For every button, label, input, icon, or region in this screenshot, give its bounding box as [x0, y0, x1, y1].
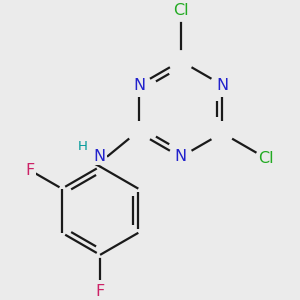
Text: F: F: [26, 163, 35, 178]
Text: N: N: [93, 148, 105, 164]
Text: N: N: [133, 77, 145, 92]
Text: Cl: Cl: [173, 3, 188, 18]
Text: N: N: [216, 77, 228, 92]
Text: F: F: [95, 284, 105, 299]
Text: H: H: [78, 140, 88, 153]
Text: N: N: [175, 149, 187, 164]
Text: Cl: Cl: [259, 151, 274, 166]
